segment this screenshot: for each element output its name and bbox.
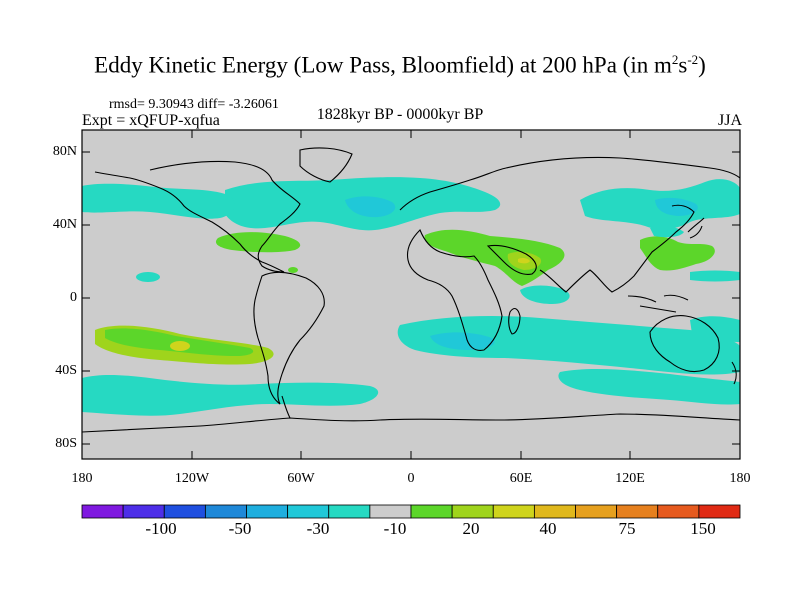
chart-title: Eddy Kinetic Energy (Low Pass, Bloomfiel…: [94, 52, 706, 78]
colorbar-label-2: -50: [228, 519, 252, 538]
lon-label-60w: 60W: [287, 471, 315, 486]
arabia-positive-region: [424, 229, 565, 286]
map-ticks: [82, 130, 740, 459]
colorbar-label-8: 150: [690, 519, 716, 538]
lon-label-60e: 60E: [509, 471, 533, 486]
japan-coast: [687, 217, 705, 239]
stats-text: rmsd= 9.30943 diff= -3.26061: [109, 97, 279, 112]
season-label: JJA: [717, 112, 742, 129]
south-pacific-hotspot: [170, 341, 190, 351]
arabia-hotspot: [518, 257, 530, 264]
asia-coast: [505, 156, 740, 293]
lat-label-0: 0: [70, 290, 77, 305]
north-pacific-core: [655, 197, 698, 216]
coastlines: [82, 147, 740, 433]
lat-label-80n: 80N: [52, 144, 77, 159]
lon-label-180w: 180: [71, 471, 93, 486]
map-field: [82, 130, 740, 459]
indonesia-coast: [627, 294, 689, 313]
south-america-coast: [253, 271, 325, 405]
south-indian-negative-region: [558, 368, 740, 405]
north-america-negative-region: [82, 183, 235, 219]
colorbar-label-3: -30: [306, 519, 330, 538]
mid-atlantic-positive-region: [215, 232, 301, 253]
lon-label-120w: 120W: [174, 471, 210, 486]
indian-ocean-blob: [520, 285, 570, 304]
southern-ocean-negative-region: [397, 316, 740, 375]
lon-label-0: 0: [407, 471, 415, 486]
lat-label-40s: 40S: [55, 363, 77, 378]
tasman-negative-region: [690, 316, 740, 342]
south-america-negative-region: [82, 374, 379, 416]
lat-label-80s: 80S: [55, 436, 77, 451]
east-asia-negative-north: [650, 225, 684, 238]
madagascar-coast: [508, 307, 521, 335]
arabia-coast: [486, 244, 537, 275]
colorbar-label-1: -100: [145, 519, 177, 538]
europe-africa-coast: [399, 167, 507, 351]
period-label: 1828kyr BP - 0000kyr BP: [316, 106, 484, 123]
experiment-label: Expt = xQFUP-xqfua: [82, 112, 220, 129]
east-asia-negative-strip: [690, 270, 740, 282]
colorbar-label-4: -10: [383, 519, 407, 538]
new-zealand-coast: [731, 361, 737, 385]
colorbar-label-5: 20: [462, 519, 480, 538]
southern-ocean-core: [430, 332, 495, 350]
north-atlantic-core: [345, 196, 396, 218]
colorbar-label-6: 40: [539, 519, 557, 538]
greenland-coast: [299, 147, 353, 183]
australia-coast: [649, 315, 720, 373]
colorbar-label-7: 75: [618, 519, 636, 538]
lon-label-120e: 120E: [615, 471, 645, 486]
antarctica-coast: [82, 413, 740, 433]
caribbean-blob: [288, 267, 298, 273]
east-asia-positive-region: [640, 236, 715, 271]
tropical-pacific-blob: [136, 272, 160, 282]
lon-label-180e: 180: [729, 471, 751, 486]
lat-label-40n: 40N: [52, 217, 77, 232]
antarctic-peninsula-coast: [281, 395, 291, 419]
